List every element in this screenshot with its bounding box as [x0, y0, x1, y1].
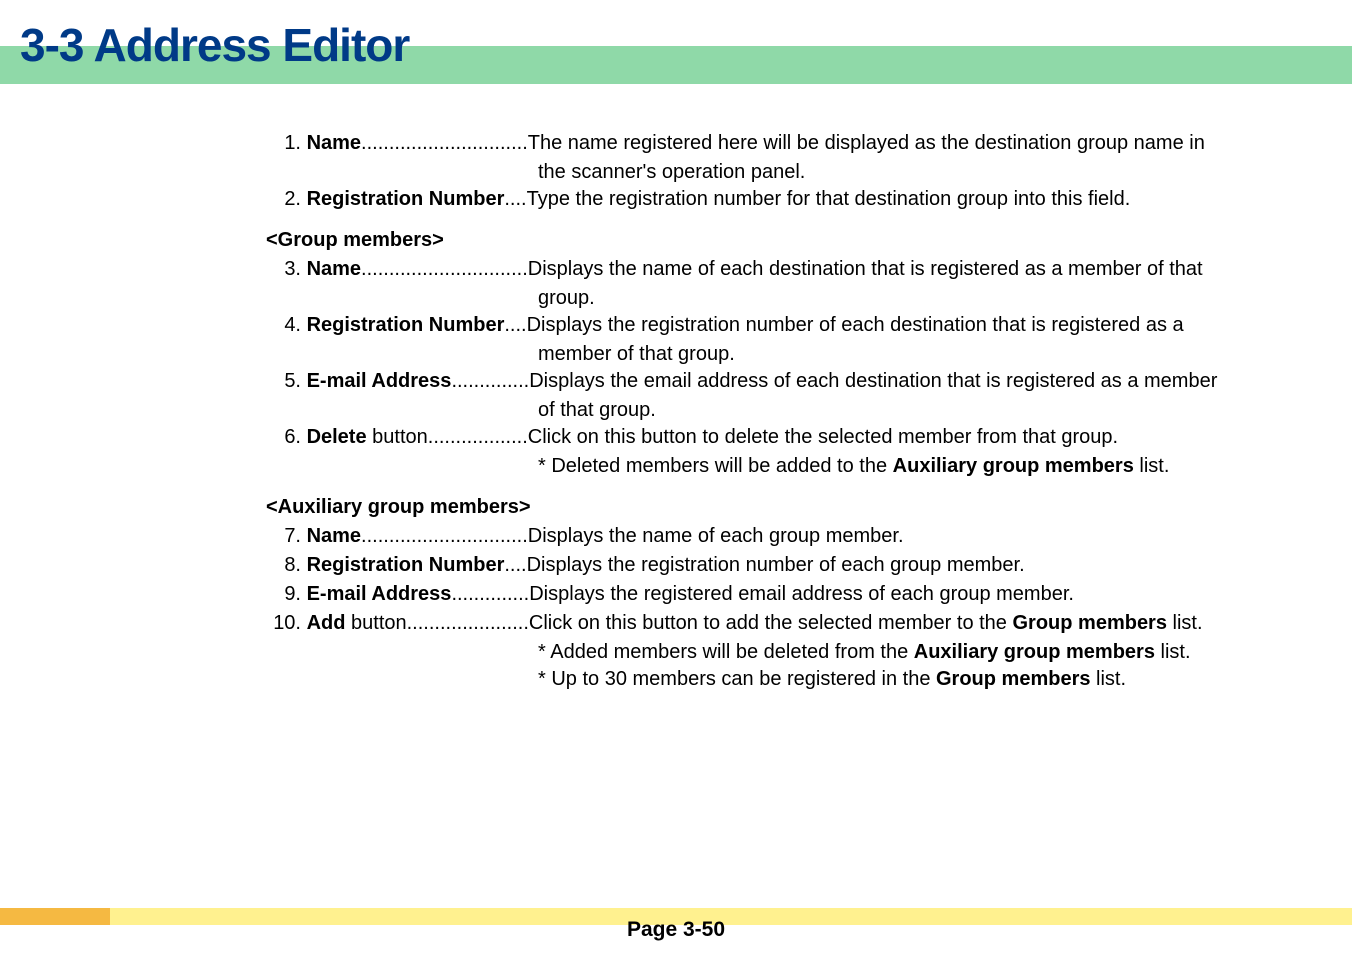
item-number: 8. — [266, 552, 301, 579]
item-number: 3. — [266, 256, 301, 283]
item-label-wrap: Name — [301, 523, 361, 550]
list-item: 5. E-mail Address .............. Display… — [266, 368, 1306, 395]
note-text: Deleted members will be added to the — [551, 455, 892, 477]
item-label: Add — [307, 612, 346, 634]
item-label: E-mail Address — [307, 370, 452, 392]
list-item: 10. Add button ...................... Cl… — [266, 610, 1306, 637]
note-bold: Auxiliary group members — [914, 641, 1155, 663]
item-label-wrap: E-mail Address — [301, 581, 451, 608]
note-prefix: * — [538, 455, 551, 477]
item-label: E-mail Address — [307, 583, 452, 605]
item-label: Delete — [307, 426, 367, 448]
item-number: 4. — [266, 312, 301, 339]
item-dots: .............................. — [361, 523, 528, 550]
list-item: 2. Registration Number .... Type the reg… — [266, 186, 1306, 213]
item-desc: Type the registration number for that de… — [527, 186, 1306, 213]
item-dots: .... — [504, 186, 526, 213]
item-label-wrap: Name — [301, 256, 361, 283]
item-number: 2. — [266, 186, 301, 213]
note-suffix: list. — [1090, 668, 1126, 690]
note-text: Up to 30 members can be registered in th… — [551, 668, 936, 690]
item-label-wrap: Name — [301, 130, 361, 157]
item-desc: The name registered here will be display… — [528, 130, 1306, 157]
item-label-wrap: Registration Number — [301, 552, 504, 579]
item-label-wrap: Delete button — [301, 424, 428, 451]
list-item: 6. Delete button .................. Clic… — [266, 424, 1306, 451]
item-continuation: group. — [266, 285, 1306, 312]
list-item: 9. E-mail Address .............. Display… — [266, 581, 1306, 608]
item-label: Name — [307, 525, 361, 547]
section-header: <Group members> — [266, 227, 1306, 254]
item-desc: Displays the registered email address of… — [529, 581, 1306, 608]
page-number: Page 3-50 — [0, 918, 1352, 942]
item-label: Registration Number — [307, 554, 505, 576]
note-bold: Group members — [936, 668, 1090, 690]
item-dots: .............................. — [361, 130, 528, 157]
desc-bold: Group members — [1012, 612, 1166, 634]
item-label: Name — [307, 258, 361, 280]
desc-suffix: list. — [1167, 612, 1203, 634]
item-label-wrap: Registration Number — [301, 186, 504, 213]
list-item: 1. Name .............................. T… — [266, 130, 1306, 157]
item-label-suffix: button — [345, 612, 406, 634]
item-note: * Added members will be deleted from the… — [266, 639, 1306, 666]
item-note: * Up to 30 members can be registered in … — [266, 666, 1306, 693]
item-label-wrap: Registration Number — [301, 312, 504, 339]
item-label-wrap: Add button — [301, 610, 407, 637]
note-text: Added members will be deleted from the — [550, 641, 914, 663]
item-desc: Displays the name of each destination th… — [528, 256, 1306, 283]
item-desc: Displays the name of each group member. — [528, 523, 1306, 550]
list-item: 7. Name .............................. D… — [266, 523, 1306, 550]
item-label: Registration Number — [307, 188, 505, 210]
item-desc: Displays the registration number of each… — [527, 312, 1306, 339]
item-dots: ...................... — [407, 610, 529, 637]
item-note: * Deleted members will be added to the A… — [266, 453, 1306, 480]
item-number: 9. — [266, 581, 301, 608]
item-dots: .... — [504, 552, 526, 579]
list-item: 3. Name .............................. D… — [266, 256, 1306, 283]
item-dots: .............................. — [361, 256, 528, 283]
item-number: 5. — [266, 368, 301, 395]
item-number: 7. — [266, 523, 301, 550]
list-item: 4. Registration Number .... Displays the… — [266, 312, 1306, 339]
content-area: 1. Name .............................. T… — [266, 130, 1306, 693]
item-continuation: of that group. — [266, 397, 1306, 424]
item-desc: Click on this button to delete the selec… — [528, 424, 1306, 451]
item-number: 1. — [266, 130, 301, 157]
note-suffix: list. — [1155, 641, 1191, 663]
item-label-suffix: button — [367, 426, 428, 448]
item-dots: .... — [504, 312, 526, 339]
item-continuation: member of that group. — [266, 341, 1306, 368]
item-label: Name — [307, 132, 361, 154]
item-dots: .................. — [428, 424, 528, 451]
item-number: 6. — [266, 424, 301, 451]
item-continuation: the scanner's operation panel. — [266, 159, 1306, 186]
item-desc: Displays the registration number of each… — [527, 552, 1306, 579]
note-prefix: * — [538, 641, 550, 663]
item-dots: .............. — [451, 368, 529, 395]
note-bold: Auxiliary group members — [893, 455, 1134, 477]
note-suffix: list. — [1134, 455, 1170, 477]
item-label: Registration Number — [307, 314, 505, 336]
item-desc: Click on this button to add the selected… — [529, 610, 1306, 637]
section-header: <Auxiliary group members> — [266, 494, 1306, 521]
list-item: 8. Registration Number .... Displays the… — [266, 552, 1306, 579]
item-number: 10. — [266, 610, 301, 637]
item-dots: .............. — [451, 581, 529, 608]
page-title: 3-3 Address Editor — [20, 18, 409, 72]
desc-prefix: Click on this button to add the selected… — [529, 612, 1013, 634]
note-prefix: * — [538, 668, 551, 690]
item-desc: Displays the email address of each desti… — [529, 368, 1306, 395]
item-label-wrap: E-mail Address — [301, 368, 451, 395]
